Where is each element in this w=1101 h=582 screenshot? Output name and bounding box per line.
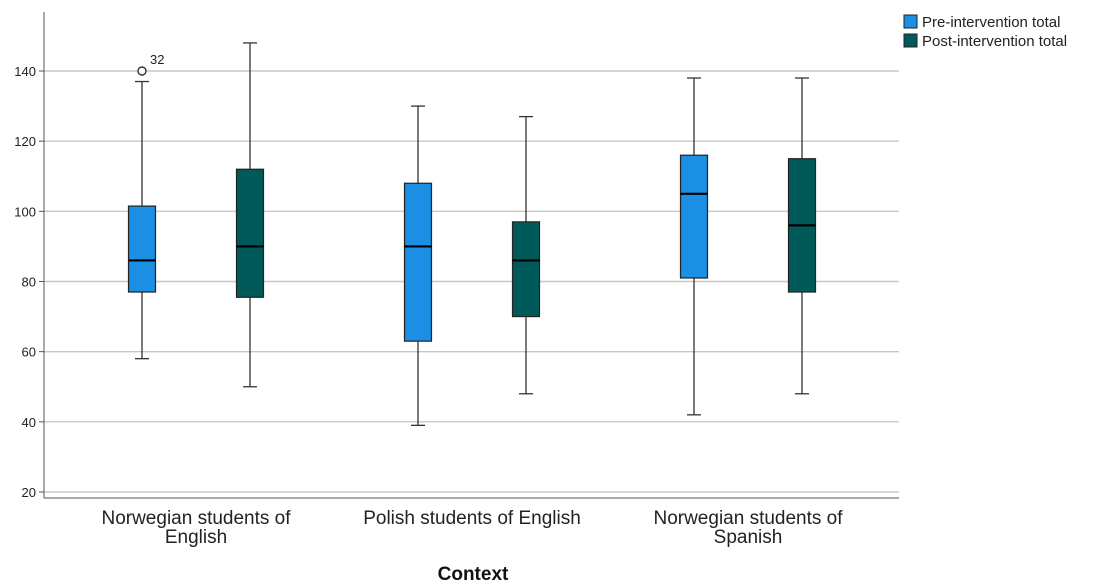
legend-label: Post-intervention total (922, 33, 1067, 50)
legend-swatch (903, 33, 918, 48)
category-label: Polish students of English (363, 508, 581, 529)
legend: Pre-intervention total Post-intervention … (903, 14, 1067, 50)
category-label: Norwegian students of English (101, 508, 291, 548)
box-pre-0: 32 (127, 52, 164, 360)
category-label-line: Norwegian students of (101, 508, 291, 529)
box-pre-1 (403, 105, 433, 426)
legend-swatch (903, 14, 918, 29)
outlier-point (137, 66, 147, 76)
iqr-box (511, 221, 541, 318)
category-label-line: Polish students of English (363, 508, 581, 529)
box-pre-2 (679, 77, 709, 416)
grid-lines (44, 70, 899, 493)
box-post-0 (235, 42, 265, 388)
y-tick-label: 20 (22, 485, 36, 500)
iqr-box (235, 168, 265, 298)
y-tick-label: 100 (14, 204, 36, 219)
y-tick-label: 80 (22, 275, 36, 290)
y-axis: 20 40 60 80 100 120 140 (14, 12, 45, 500)
legend-label: Pre-intervention total (922, 14, 1060, 31)
iqr-box (127, 205, 157, 293)
y-tick-label: 120 (14, 134, 36, 149)
iqr-box (679, 154, 709, 279)
y-tick-label: 40 (22, 415, 36, 430)
category-label-line: English (165, 527, 227, 548)
outlier-label: 32 (150, 52, 164, 67)
box-post-1 (511, 115, 541, 395)
category-label-line: Norwegian students of (653, 508, 843, 529)
box-post-2 (787, 77, 817, 395)
y-tick-label: 140 (14, 64, 36, 79)
y-tick-label: 60 (22, 345, 36, 360)
category-label-line: Spanish (714, 527, 783, 548)
category-label: Norwegian students of Spanish (653, 508, 843, 548)
iqr-box (403, 182, 433, 342)
x-axis-title: Context (438, 564, 509, 582)
box-series: 32 (127, 42, 817, 426)
